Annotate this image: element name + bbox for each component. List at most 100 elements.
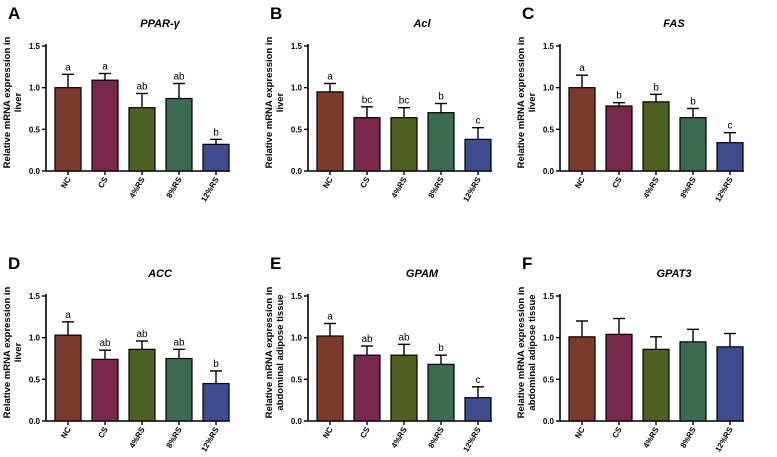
bar-12pctrs — [202, 382, 230, 422]
bar-12pctrs — [716, 346, 744, 422]
y-axis-label: liver — [13, 92, 24, 112]
y-tick-label: 1.5 — [29, 42, 41, 51]
x-tick-label: 12%RS — [461, 175, 483, 204]
y-axis-label: abdominal adipose tissue — [527, 294, 538, 410]
y-axis-label: liver — [13, 342, 24, 362]
panel-letter: A — [8, 4, 20, 23]
significance-label: b — [438, 92, 444, 103]
x-tick-label: CS — [610, 425, 624, 440]
x-tick-label: 8%RS — [427, 425, 446, 450]
bar-4pctrs — [642, 348, 670, 422]
x-tick-label: CS — [610, 175, 624, 190]
significance-label: bc — [399, 96, 410, 107]
x-tick-label: 8%RS — [679, 175, 698, 200]
significance-label: c — [476, 116, 481, 127]
x-tick-label: 12%RS — [199, 425, 221, 454]
x-tick-label: NC — [59, 425, 73, 440]
y-tick-label: 1.0 — [29, 334, 41, 343]
panel-letter: E — [270, 254, 281, 273]
y-axis-label: Relative mRNA expression in — [516, 36, 527, 168]
y-tick-label: 0.5 — [543, 125, 555, 134]
x-tick-label: 12%RS — [713, 425, 735, 454]
y-tick-label: 0.5 — [29, 375, 41, 384]
bar-cs — [91, 79, 119, 172]
y-tick-label: 0.0 — [543, 167, 555, 176]
x-tick-label: NC — [321, 425, 335, 440]
x-tick-label: CS — [358, 425, 372, 440]
y-axis-label: Relative mRNA expression in — [264, 36, 275, 168]
significance-label: a — [327, 72, 333, 83]
y-tick-label: 1.5 — [29, 292, 41, 301]
significance-label: b — [616, 91, 622, 102]
chart-panel-a: A PPAR-γ Relative mRNA expression in liver 0… — [2, 4, 230, 203]
y-axis-label: Relative mRNA expression in — [516, 286, 527, 418]
y-tick-label: 1.5 — [291, 292, 303, 301]
x-tick-label: NC — [59, 175, 73, 190]
bar-cs — [91, 358, 119, 422]
y-tick-label: 0.0 — [291, 417, 303, 426]
bar-8pctrs — [165, 357, 193, 422]
y-tick-label: 1.0 — [543, 84, 555, 93]
y-tick-label: 1.0 — [291, 84, 303, 93]
significance-label: ab — [136, 82, 148, 93]
x-tick-label: 8%RS — [165, 175, 184, 200]
significance-label: b — [438, 343, 444, 354]
significance-label: ab — [398, 332, 410, 343]
significance-label: ab — [173, 72, 185, 83]
chart-title: GPAT3 — [656, 268, 691, 280]
chart-panel-d: D ACC Relative mRNA expression in liver 0.0 0… — [2, 254, 230, 453]
bar-nc — [316, 91, 344, 172]
y-tick-label: 1.5 — [543, 42, 555, 51]
y-tick-label: 0.5 — [291, 125, 303, 134]
x-tick-label: 4%RS — [128, 425, 147, 450]
x-tick-label: 4%RS — [642, 425, 661, 450]
significance-label: b — [653, 82, 659, 93]
y-tick-label: 0.0 — [29, 167, 41, 176]
significance-label: a — [579, 63, 585, 74]
y-axis-label: Relative mRNA expression in — [2, 36, 13, 168]
x-tick-label: 4%RS — [390, 175, 409, 200]
x-tick-label: NC — [573, 175, 587, 190]
bar-4pctrs — [128, 107, 156, 172]
x-tick-label: 12%RS — [461, 425, 483, 454]
bar-12pctrs — [716, 142, 744, 172]
x-tick-label: 8%RS — [679, 425, 698, 450]
x-tick-label: CS — [96, 175, 110, 190]
x-tick-label: 8%RS — [165, 425, 184, 450]
y-tick-label: 1.5 — [291, 42, 303, 51]
significance-label: b — [213, 127, 219, 138]
significance-label: c — [728, 121, 733, 132]
bar-4pctrs — [390, 354, 418, 422]
x-tick-label: NC — [321, 175, 335, 190]
bar-8pctrs — [679, 341, 707, 422]
bar-4pctrs — [642, 101, 670, 172]
significance-label: bc — [362, 95, 373, 106]
y-tick-label: 1.5 — [543, 292, 555, 301]
chart-title: PPAR-γ — [140, 18, 180, 30]
bar-nc — [316, 335, 344, 422]
bar-nc — [568, 87, 596, 172]
bar-12pctrs — [202, 143, 230, 172]
bar-nc — [568, 336, 596, 422]
x-tick-label: 4%RS — [128, 175, 147, 200]
x-tick-label: 12%RS — [199, 175, 221, 204]
y-tick-label: 0.5 — [29, 125, 41, 134]
bar-cs — [353, 354, 381, 422]
y-axis-label: liver — [275, 92, 286, 112]
chart-panel-e: E GPAM Relative mRNA expression in abdomina… — [264, 254, 492, 453]
bar-8pctrs — [427, 112, 455, 172]
y-axis-label: abdominal adipose tissue — [275, 294, 286, 410]
bar-12pctrs — [464, 138, 492, 172]
y-tick-label: 1.0 — [543, 334, 555, 343]
y-axis-label: liver — [527, 92, 538, 112]
x-tick-label: CS — [96, 425, 110, 440]
significance-label: ab — [99, 338, 111, 349]
x-tick-label: NC — [573, 425, 587, 440]
x-tick-label: 12%RS — [713, 175, 735, 204]
y-tick-label: 0.0 — [291, 167, 303, 176]
significance-label: a — [65, 310, 71, 321]
chart-title: Acl — [412, 18, 431, 30]
panel-letter: D — [8, 254, 20, 273]
x-tick-label: 8%RS — [427, 175, 446, 200]
